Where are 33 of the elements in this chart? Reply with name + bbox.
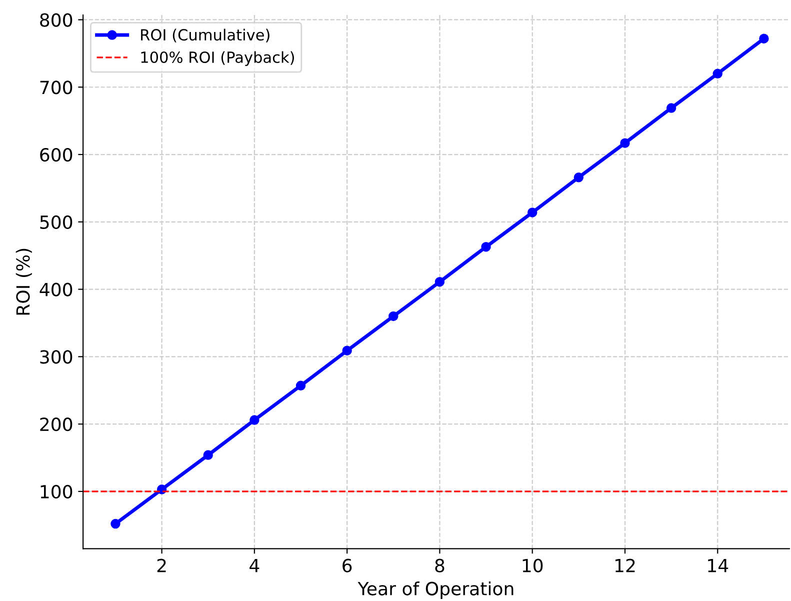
point bbox=[203, 450, 213, 460]
point bbox=[712, 68, 722, 79]
point bbox=[620, 138, 630, 148]
point bbox=[110, 518, 120, 529]
y-tick-label: 100 bbox=[40, 484, 72, 499]
y-tick-label: 500 bbox=[40, 215, 72, 230]
point bbox=[296, 380, 306, 391]
point bbox=[759, 34, 769, 44]
y-tick-label: 600 bbox=[40, 148, 72, 162]
y-tick-label: 200 bbox=[40, 418, 72, 432]
x-axis-title: Year of Operation bbox=[358, 581, 514, 599]
point bbox=[481, 242, 491, 252]
x-tick-label: 2 bbox=[157, 558, 166, 572]
x-tick-label: 10 bbox=[522, 558, 543, 572]
point bbox=[342, 346, 352, 356]
x-tick-label: 12 bbox=[615, 558, 635, 572]
y-axis-title: ROI (%) bbox=[16, 248, 32, 315]
point bbox=[388, 311, 398, 322]
legend-label: ROI (Cumulative) bbox=[141, 28, 270, 42]
y-tick-label: 800 bbox=[40, 13, 72, 27]
point bbox=[527, 208, 538, 218]
x-tick-label: 6 bbox=[342, 558, 352, 572]
y-tick-label: 300 bbox=[40, 350, 72, 364]
y-tick-label: 700 bbox=[40, 80, 72, 94]
legend-label: 100% ROI (Payback) bbox=[141, 51, 294, 66]
point bbox=[666, 103, 676, 113]
x-tick-label: 8 bbox=[435, 558, 444, 572]
x-tick-label: 4 bbox=[250, 558, 260, 572]
point bbox=[434, 277, 445, 287]
x-tick-label: 14 bbox=[708, 558, 728, 572]
point bbox=[574, 172, 584, 182]
point bbox=[250, 415, 260, 425]
y-tick-label: 400 bbox=[40, 282, 72, 296]
